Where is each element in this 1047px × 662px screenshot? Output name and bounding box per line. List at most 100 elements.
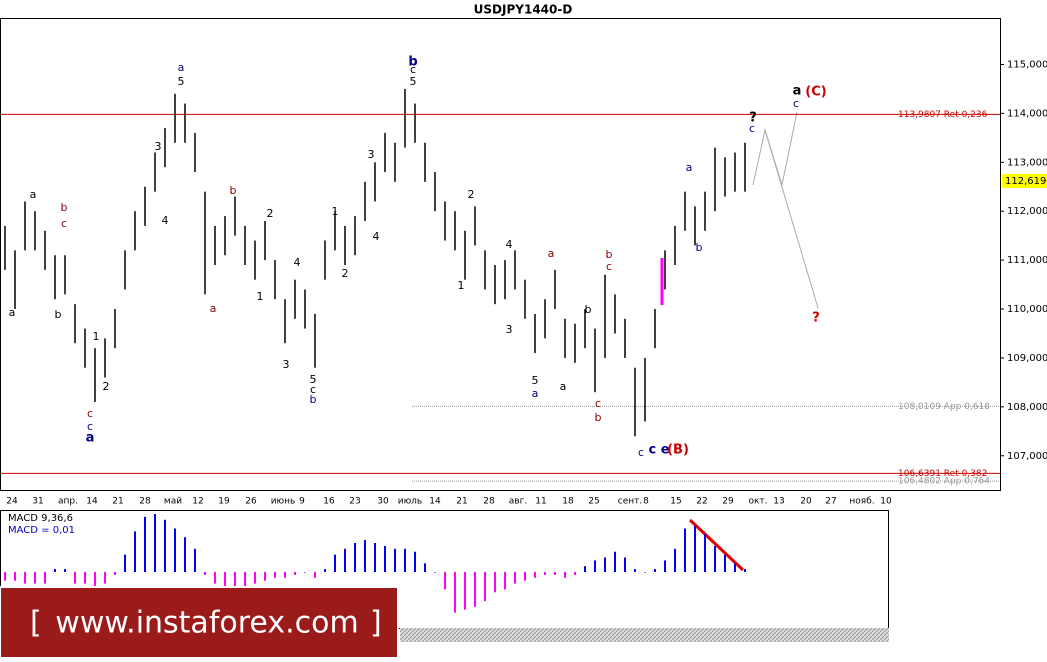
y-tick-label: 115,000 [1007,59,1047,70]
wave-label: 3 [368,148,375,161]
wave-label: a [86,431,95,446]
wave-label: c e [648,443,669,458]
macd-bar [144,516,146,572]
macd-bar [334,554,336,572]
wave-label: a [793,84,802,99]
x-tick-label: 8 [643,497,649,507]
macd-bar [644,572,646,573]
macd-bar [434,572,436,573]
macd-bar [664,560,666,572]
y-tick-label: 107,000 [1007,451,1047,462]
wave-label: c [606,260,612,273]
level-label: 113,9807 Ret 0,236 [898,110,988,120]
x-tick-label: 25 [588,497,599,507]
x-tick-label: 10 [880,497,892,507]
x-tick-label: 11 [535,497,546,507]
macd-label: MACD 9,36,6 [8,513,73,524]
macd-bar [324,569,326,572]
macd-bar [184,537,186,572]
level-label: 106,6391 Ret 0,382 [898,469,987,479]
y-tick-label: 110,000 [1007,304,1047,315]
macd-bar [674,548,676,572]
wave-label: 5 [410,75,417,88]
wave-label: 4 [162,214,169,227]
macd-bar [554,572,556,575]
macd-bar [564,572,566,578]
wave-label: 5 [310,373,317,386]
x-tick-label: 29 [722,497,734,507]
macd-bar [574,572,576,575]
macd-bar [44,572,46,584]
wave-label: a [9,306,16,319]
wave-label: a [532,387,539,400]
level-label: 106,4802 App 0,764 [898,477,990,487]
scroll-hatch [400,628,889,642]
wave-label: b [230,184,237,197]
wave-label: 1 [93,330,100,343]
macd-bar [74,572,76,584]
macd-bar [284,572,286,578]
x-tick-label: июнь [271,497,296,507]
macd-bar [394,548,396,572]
wave-label: a [210,302,217,315]
wave-label: a [178,61,185,74]
macd-bar [134,531,136,572]
macd-bar [364,540,366,572]
macd-bar [694,525,696,572]
macd-bar [654,569,656,572]
macd-bar [274,572,276,578]
x-tick-label: 26 [245,497,257,507]
y-tick-label: 112,000 [1007,206,1047,217]
macd-bar [14,572,16,581]
x-tick-label: нояб. [849,497,874,507]
x-tick-label: июль [398,497,422,507]
wave-label: c [61,217,67,230]
wave-label: 4 [373,230,380,243]
wave-label: 4 [294,256,301,269]
wave-label: 5 [178,75,185,88]
macd-bar [494,572,496,593]
wave-label: 2 [103,380,110,393]
y-tick-label: 108,000 [1007,402,1047,413]
wave-label: c [87,407,93,420]
wave-label: c [310,383,316,396]
wave-label: 1 [458,279,465,292]
x-tick-label: окт. [748,497,767,507]
x-tick-label: апр. [58,497,78,507]
macd-bar [474,572,476,607]
macd-bar [264,572,266,581]
macd-bar [314,572,316,578]
macd-bar [634,569,636,572]
x-tick-label: 30 [377,497,389,507]
macd-bar [154,514,156,572]
wave-label: ? [749,111,757,126]
x-tick-label: сент. [618,497,642,507]
wave-label: 1 [332,205,339,218]
x-tick-label: 31 [32,497,43,507]
macd-bar [244,572,246,587]
x-tick-label: 22 [696,497,707,507]
macd-bar [514,572,516,584]
macd-bar [624,557,626,572]
wave-label: b [696,241,703,254]
macd-bar [404,548,406,572]
macd-bar [4,572,6,581]
x-tick-label: 13 [773,497,784,507]
watermark-bracket: [ [30,606,42,641]
macd-bar [174,528,176,572]
x-tick-label: 14 [86,497,98,507]
y-tick-label: 109,000 [1007,353,1047,364]
wave-label: 3 [506,323,513,336]
wave-label: b [606,248,613,261]
macd-bar [64,569,66,572]
macd-bar [584,566,586,572]
wave-label: 2 [342,267,349,280]
wave-label: b [310,393,317,406]
wave-label: a [686,161,693,174]
macd-bar [714,545,716,572]
forecast-path [764,129,819,309]
macd-bar [224,572,226,590]
wave-label: (C) [805,85,826,100]
macd-bar [614,551,616,572]
